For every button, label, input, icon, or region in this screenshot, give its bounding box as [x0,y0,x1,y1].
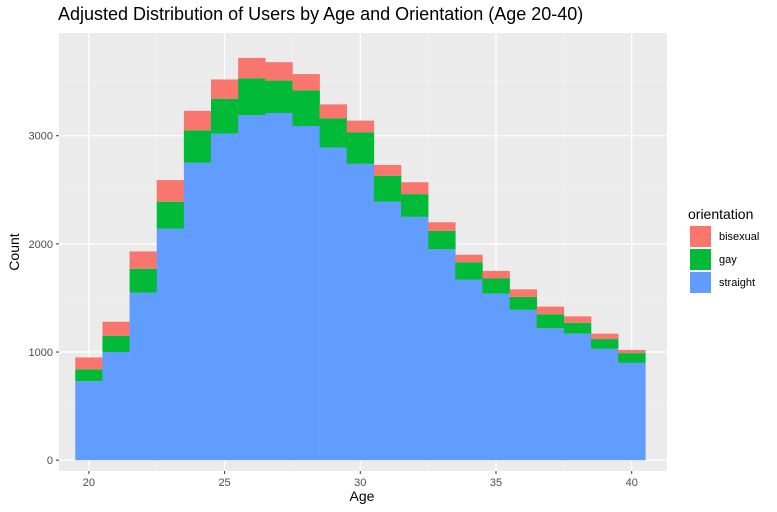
bar-bisexual-27 [265,62,293,81]
bar-straight-35 [482,293,510,461]
bar-straight-26 [238,115,266,461]
bar-bisexual-37 [536,306,565,315]
y-axis-title: Count [6,233,22,270]
bar-bisexual-28 [292,74,320,91]
bar-gay-22 [129,268,158,293]
bar-straight-34 [455,279,483,461]
bar-gay-25 [211,98,239,134]
bar-straight-40 [618,362,646,461]
bar-gay-23 [156,201,185,229]
bar-straight-21 [102,352,130,461]
legend-swatch-gay [690,249,711,270]
x-tick-label: 35 [490,477,502,489]
bar-bisexual-29 [319,104,348,119]
legend-label-straight: straight [719,277,755,289]
legend: orientation bisexual gay straight [688,206,759,293]
y-tick-label: 3000 [29,131,53,143]
chart-title: Adjusted Distribution of Users by Age an… [58,4,584,24]
bar-gay-36 [509,296,538,310]
bar-straight-29 [319,147,348,461]
bar-bisexual-30 [346,120,375,133]
bar-straight-32 [401,216,429,461]
bar-bisexual-39 [591,333,619,340]
bar-bisexual-35 [482,270,510,279]
legend-swatch-straight [690,272,711,293]
legend-label-gay: gay [719,254,737,266]
bar-bisexual-23 [156,180,185,202]
bar-gay-20 [75,369,103,382]
bar-bisexual-34 [455,254,483,263]
bar-bisexual-32 [401,182,429,195]
bar-bisexual-22 [129,251,158,269]
bar-bisexual-26 [238,57,266,79]
bar-bisexual-33 [428,222,456,231]
bar-straight-20 [75,381,103,461]
bar-straight-23 [156,228,185,461]
bar-straight-39 [591,348,619,461]
x-axis-title: Age [350,488,375,504]
bar-gay-31 [373,175,402,202]
bar-gay-39 [591,339,619,349]
bar-straight-28 [292,126,320,461]
bar-straight-38 [563,333,592,461]
legend-title: orientation [688,206,753,222]
bar-gay-26 [238,78,266,116]
bar-bisexual-24 [183,110,212,131]
bar-gay-32 [401,194,429,217]
y-axis: 0 1000 2000 3000 [29,131,59,467]
bar-straight-33 [428,249,456,461]
bar-gay-21 [102,335,130,353]
bar-gay-40 [618,353,646,363]
bar-gay-29 [319,118,348,148]
y-tick-label: 1000 [29,347,53,359]
bar-bisexual-36 [509,289,538,297]
bar-gay-24 [183,130,212,163]
x-tick-label: 20 [83,477,95,489]
y-tick-label: 2000 [29,239,53,251]
x-tick-label: 25 [218,477,230,489]
x-axis: 20 25 30 35 40 [83,471,638,489]
y-tick-label: 0 [47,455,53,467]
legend-swatch-bisexual [690,226,711,247]
bar-gay-37 [536,314,565,329]
bar-straight-25 [211,133,239,461]
bars-layer [75,57,646,461]
legend-label-bisexual: bisexual [719,231,759,243]
x-tick-label: 30 [354,477,366,489]
bar-bisexual-25 [211,79,239,99]
bar-gay-34 [455,262,483,280]
bar-gay-35 [482,278,510,294]
x-tick-label: 40 [626,477,638,489]
bar-gay-38 [563,322,592,334]
bar-gay-30 [346,132,375,164]
bar-bisexual-31 [373,164,402,176]
bar-bisexual-21 [102,321,130,336]
bar-bisexual-38 [563,316,592,323]
bar-gay-33 [428,230,456,250]
bar-straight-24 [183,162,212,461]
bar-straight-37 [536,328,565,461]
bar-straight-36 [509,309,538,461]
bar-straight-22 [129,292,158,461]
bar-straight-30 [346,163,375,461]
bar-straight-31 [373,201,402,461]
bar-bisexual-40 [618,349,646,354]
bar-gay-27 [265,80,293,114]
bar-straight-27 [265,113,293,461]
bar-bisexual-20 [75,357,103,370]
bar-gay-28 [292,90,320,127]
